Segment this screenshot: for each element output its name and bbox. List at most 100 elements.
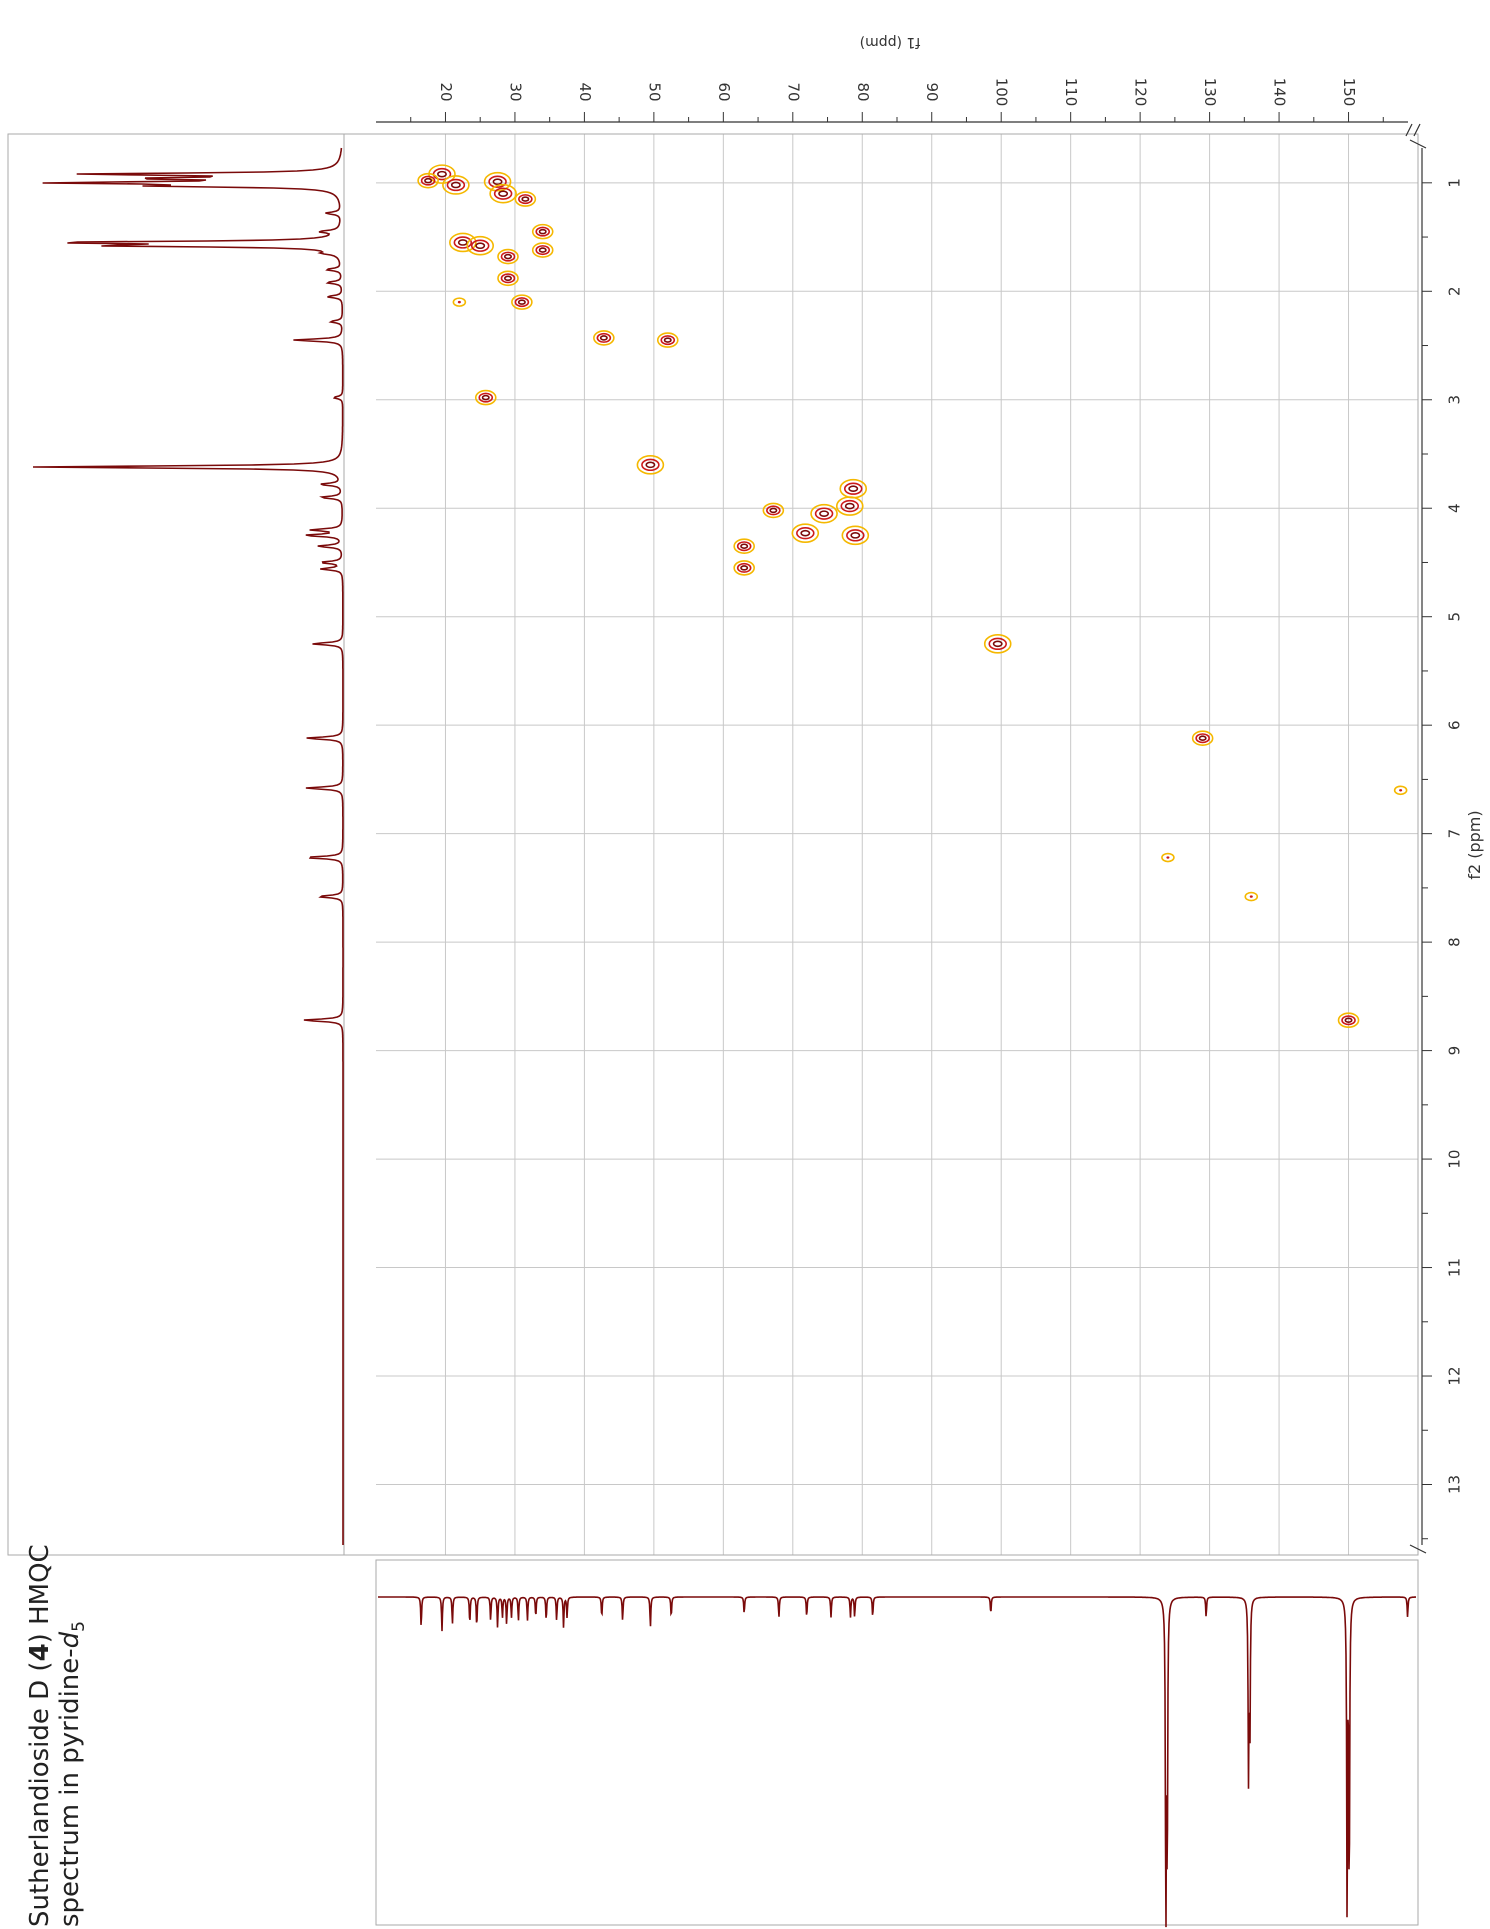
contour-outer bbox=[442, 175, 470, 195]
cross-peak bbox=[762, 502, 785, 519]
f2-tick-label: 11 bbox=[1446, 1258, 1464, 1277]
contour-mid bbox=[470, 239, 490, 252]
f2-tick-label-group: 9 bbox=[1446, 1046, 1464, 1056]
f2-tick-label: 3 bbox=[1446, 395, 1464, 405]
contour-mid bbox=[736, 562, 752, 573]
cross-peak bbox=[531, 242, 554, 258]
contour-mid bbox=[446, 178, 466, 192]
cross-peak bbox=[791, 523, 820, 543]
contour-inner bbox=[503, 275, 512, 282]
f1-tick-label: 80 bbox=[854, 82, 872, 101]
contour-inner bbox=[850, 532, 861, 539]
f2-tick-label-group: 1 bbox=[1446, 178, 1464, 188]
cross-peak bbox=[483, 171, 512, 192]
cross-peak bbox=[1337, 1012, 1360, 1029]
f2-tick-label-group: 13 bbox=[1446, 1475, 1464, 1494]
f1-tick-label-group: 70 bbox=[784, 82, 802, 101]
cross-peak bbox=[514, 191, 537, 207]
contour-inner bbox=[538, 247, 547, 253]
f2-tick-label: 6 bbox=[1446, 720, 1464, 730]
f1-tick-label-group: 90 bbox=[923, 82, 941, 101]
f2-tick-label-group: 12 bbox=[1446, 1366, 1464, 1385]
cross-peak bbox=[656, 332, 679, 348]
contour-inner bbox=[848, 485, 859, 493]
contour-outer bbox=[417, 172, 439, 189]
cross-peak bbox=[733, 538, 755, 554]
contour-outer bbox=[1244, 891, 1259, 902]
f1-tick-label: 120 bbox=[1132, 78, 1150, 107]
contour-outer bbox=[841, 525, 870, 546]
contour-mid bbox=[518, 194, 533, 205]
contour-mid bbox=[988, 637, 1007, 651]
contour-outer bbox=[656, 332, 679, 348]
f1-tick-label-group: 100 bbox=[993, 78, 1011, 107]
f1-tick-label-group: 20 bbox=[437, 82, 455, 101]
contour-mid bbox=[846, 529, 865, 542]
f1-axis-label-group: f1 (ppm) bbox=[860, 34, 921, 50]
cross-peak bbox=[489, 183, 517, 204]
contour-inner bbox=[450, 181, 461, 189]
contour-core bbox=[1249, 895, 1253, 898]
contour-mid bbox=[535, 245, 551, 256]
cross-peak bbox=[835, 496, 864, 516]
contour-core bbox=[457, 300, 461, 304]
cross-peak bbox=[466, 235, 495, 256]
f1-axis-label: f1 (ppm) bbox=[860, 34, 921, 50]
contour-outer bbox=[636, 455, 665, 475]
contour-outer bbox=[531, 223, 554, 240]
f1-projection-trace bbox=[378, 1596, 1416, 1928]
f1-tick-label: 30 bbox=[506, 82, 524, 101]
f2-axis-label: f2 (ppm) bbox=[1465, 810, 1484, 879]
f1-tick-label-group: 140 bbox=[1271, 78, 1289, 107]
f2-tick-label-group: 4 bbox=[1446, 503, 1464, 513]
f1-tick-label-group: 40 bbox=[576, 82, 594, 101]
grid bbox=[376, 134, 1418, 1555]
f1-tick-label-group: 80 bbox=[854, 82, 872, 101]
contour-mid bbox=[766, 505, 781, 516]
contour-mid bbox=[660, 335, 676, 346]
axes: 20 30 40 50 60 70 80 90 100 110 120 130 140 150123456… bbox=[7, 78, 1464, 1926]
contour-core bbox=[1399, 789, 1403, 792]
f2-tick-label-group: 3 bbox=[1446, 395, 1464, 405]
contour-outer bbox=[593, 330, 615, 346]
f1-projection-frame bbox=[375, 1559, 1419, 1926]
f1-tick-label-group: 130 bbox=[1201, 78, 1219, 107]
f1-tick-label-group: 30 bbox=[506, 82, 524, 101]
contour-outer bbox=[810, 503, 838, 524]
f2-axis-label-group: f2 (ppm) bbox=[1465, 810, 1484, 879]
f2-tick-label: 12 bbox=[1446, 1366, 1464, 1385]
contour-outer bbox=[733, 538, 755, 554]
contour-mid bbox=[500, 273, 516, 284]
contour-mid bbox=[420, 175, 436, 186]
f2-projection bbox=[32, 147, 344, 1545]
contour-inner bbox=[819, 510, 830, 517]
contour-inner bbox=[992, 640, 1003, 648]
f2-tick-label: 7 bbox=[1446, 829, 1464, 839]
contour-inner bbox=[475, 242, 486, 250]
contour-inner bbox=[663, 337, 672, 343]
f1-tick-label-group: 50 bbox=[645, 82, 663, 101]
f1-tick-label: 90 bbox=[923, 82, 941, 101]
contour-inner bbox=[1344, 1017, 1353, 1023]
contour-mid bbox=[596, 332, 612, 343]
contour-mid bbox=[796, 526, 815, 540]
f2-tick-label-group: 6 bbox=[1446, 720, 1464, 730]
f1-tick-label: 110 bbox=[1062, 78, 1080, 107]
f1-tick-label: 50 bbox=[645, 82, 663, 101]
contour-outer bbox=[449, 232, 477, 253]
contour-outer bbox=[497, 248, 519, 265]
f1-tick-label: 100 bbox=[993, 78, 1011, 107]
contour-outer bbox=[835, 496, 864, 516]
contour-inner bbox=[492, 178, 503, 186]
cross-peak bbox=[497, 248, 519, 265]
f2-tick-label: 13 bbox=[1446, 1475, 1464, 1494]
f1-tick-label-group: 110 bbox=[1062, 78, 1080, 107]
f2-tick-label: 1 bbox=[1446, 178, 1464, 188]
contour-inner bbox=[498, 190, 509, 197]
contour-outer bbox=[497, 270, 519, 287]
contour-mid bbox=[453, 236, 473, 249]
cross-peak bbox=[1393, 785, 1408, 796]
f1-tick-label-group: 150 bbox=[1340, 78, 1358, 107]
contour-outer bbox=[511, 294, 533, 310]
f2-projection-trace bbox=[32, 147, 344, 1545]
